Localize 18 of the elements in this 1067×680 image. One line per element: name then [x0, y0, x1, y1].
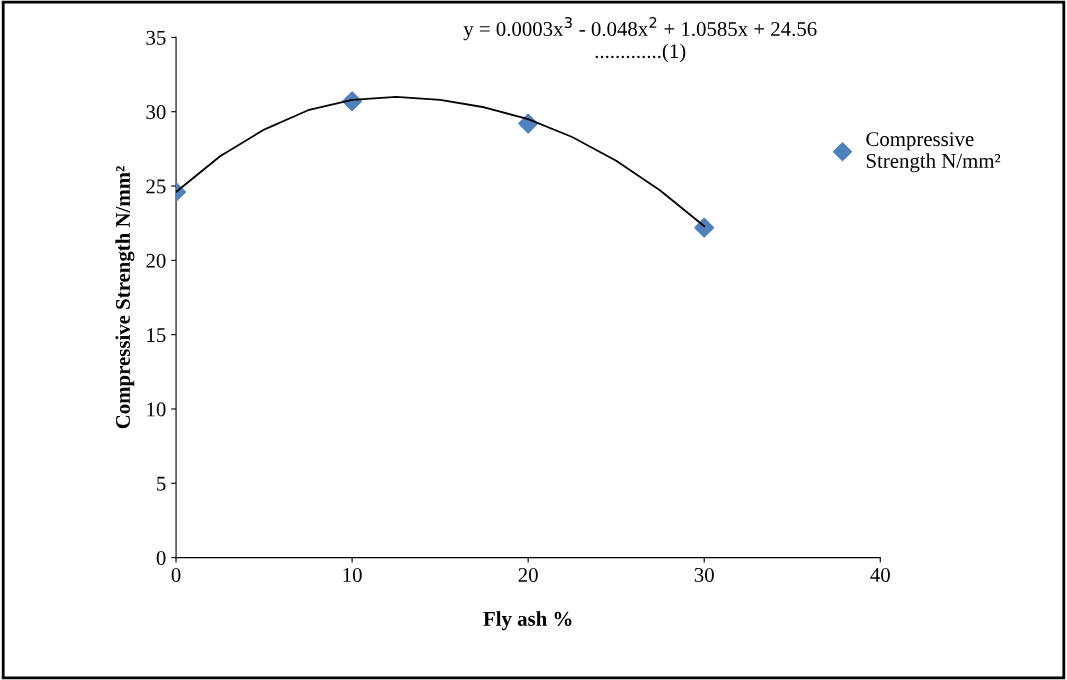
x-tick-label: 20: [518, 567, 538, 582]
y-axis-title: Compressive Strength N/mm²: [115, 166, 135, 429]
y-tick-label: 35: [146, 30, 166, 45]
x-tick-label: 30: [694, 567, 714, 582]
y-tick-label: 5: [157, 476, 166, 491]
y-tick-label: 25: [146, 179, 166, 194]
point: [694, 217, 715, 238]
legend-label: Compressive Strength N/mm²: [866, 132, 1001, 173]
x-tick-label: 0: [171, 567, 181, 582]
y-tick-label: 20: [146, 253, 166, 268]
y-tick-label: 0: [156, 550, 166, 566]
x-tick-label: 10: [343, 567, 362, 582]
annotation: y = 0.0003x$^{3}$ - 0.048x$^{2}$ + 1.0585x + 24.56 .............(1): [463, 17, 817, 63]
x-axis-title: Fly ash %: [483, 611, 572, 631]
y-tick-label: 10: [147, 402, 166, 417]
y-tick-label: 15: [147, 328, 166, 343]
y-tick-label: 30: [146, 105, 166, 120]
x-tick-label: 40: [870, 567, 890, 582]
